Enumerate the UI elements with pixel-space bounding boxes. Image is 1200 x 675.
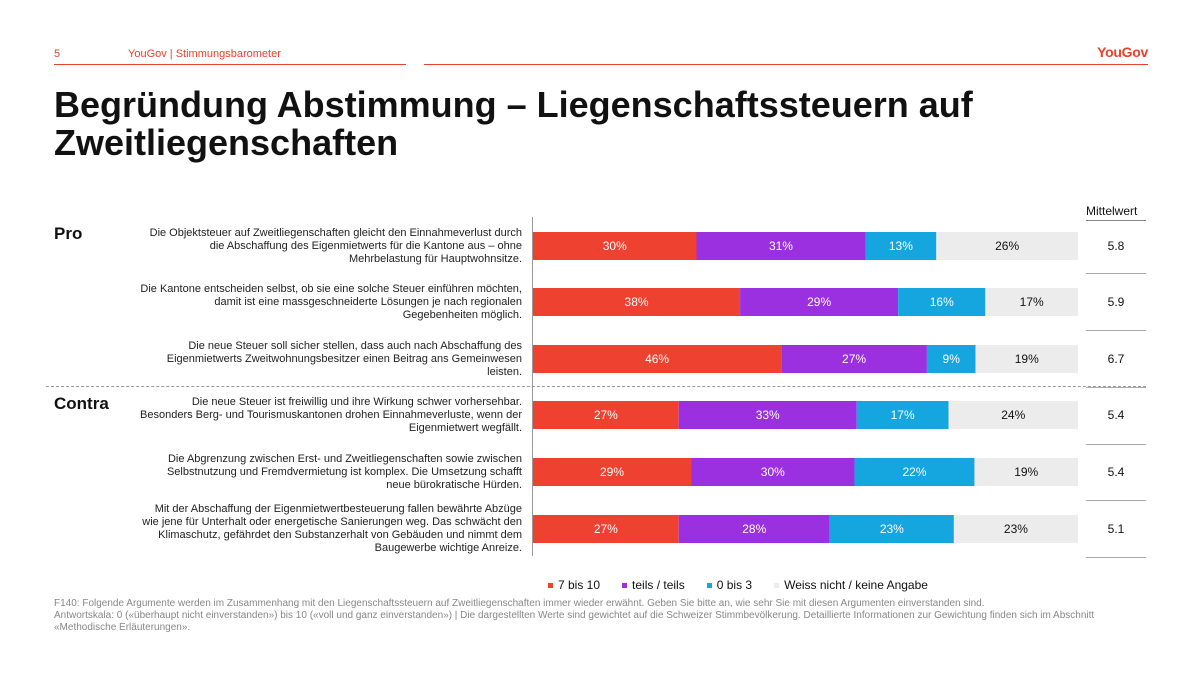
data-label-row1-teils: 31% — [769, 239, 793, 253]
data-label-row6-weiss: 23% — [1004, 522, 1028, 536]
mittelwert-rule-6 — [1086, 557, 1146, 558]
data-label-row4-weiss: 24% — [1001, 408, 1025, 422]
mittelwert-value-5: 5.4 — [1107, 465, 1125, 479]
data-label-row3-0_3: 9% — [943, 352, 961, 366]
bar-segment-row6-teils — [678, 515, 830, 543]
bar-segment-row3-teils — [781, 345, 927, 373]
mittelwert-rule-3 — [1086, 387, 1146, 388]
row-label-3: Die neue Steuer soll sicher stellen, das… — [166, 339, 522, 378]
legend-swatch-7-10 — [548, 582, 553, 588]
bar-segment-row1-7_10 — [533, 232, 697, 260]
bar-segment-row6-weiss — [953, 515, 1078, 543]
bar-segment-row5-weiss — [974, 458, 1078, 486]
header-rule-right — [424, 64, 1148, 65]
data-label-row2-0_3: 16% — [930, 295, 954, 309]
mittelwert-value-6: 5.1 — [1107, 522, 1125, 536]
data-label-row2-7_10: 38% — [625, 295, 649, 309]
bar-segment-row2-7_10 — [533, 288, 741, 316]
mittelwert-value-1: 5.8 — [1107, 239, 1125, 253]
data-label-row2-weiss: 17% — [1020, 295, 1044, 309]
data-label-row2-teils: 29% — [807, 295, 831, 309]
data-label-row6-7_10: 27% — [594, 522, 618, 536]
bar-segment-row5-teils — [691, 458, 855, 486]
legend-label-teils: teils / teils — [632, 578, 685, 592]
mittelwert-value-2: 5.9 — [1107, 295, 1125, 309]
bar-segment-row6-7_10 — [533, 515, 679, 543]
group-label-pro: Pro — [54, 224, 83, 243]
data-label-row6-teils: 28% — [742, 522, 766, 536]
footnote-question: F140: Folgende Argumente werden im Zusam… — [54, 598, 985, 609]
bar-segment-row4-0_3 — [856, 401, 949, 429]
header-rule-left — [54, 64, 406, 65]
data-label-row5-teils: 30% — [761, 465, 785, 479]
bar-segment-row2-0_3 — [898, 288, 986, 316]
bar-segment-row4-weiss — [948, 401, 1078, 429]
mittelwert-rule-5 — [1086, 500, 1146, 501]
mittelwert-rule-4 — [1086, 444, 1146, 445]
data-label-row5-7_10: 29% — [600, 465, 624, 479]
data-label-row5-0_3: 22% — [902, 465, 926, 479]
legend-swatch-weiss — [774, 582, 780, 588]
row-label-2: Die Kantone entscheiden selbst, ob sie e… — [140, 282, 522, 321]
bar-segment-row2-weiss — [985, 288, 1078, 316]
row-label-6: Mit der Abschaffung der Eigenmietwertbes… — [142, 503, 522, 554]
source-label: YouGov | Stimmungsbarometer — [128, 48, 281, 60]
bar-segment-row3-7_10 — [533, 345, 782, 373]
bar-segment-row1-teils — [696, 232, 866, 260]
legend-item-0-3: 0 bis 3 — [706, 578, 753, 592]
legend-swatch-0-3 — [706, 582, 712, 588]
mittelwert-rule-1 — [1086, 273, 1146, 274]
data-label-row3-weiss: 19% — [1015, 352, 1039, 366]
bar-segment-row1-weiss — [936, 232, 1078, 260]
footnote: F140: Folgende Argumente werden im Zusam… — [54, 598, 1154, 634]
footnote-scale: Antwortskala: 0 («überhaupt nicht einver… — [54, 610, 1095, 633]
mittelwert-value-3: 6.7 — [1107, 352, 1125, 366]
mittelwert-value-4: 5.4 — [1107, 408, 1125, 422]
data-label-row3-teils: 27% — [842, 352, 866, 366]
bar-segment-row3-0_3 — [926, 345, 976, 373]
legend-label-0-3: 0 bis 3 — [716, 578, 753, 592]
data-label-row1-7_10: 30% — [603, 239, 627, 253]
legend-swatch-teils — [622, 582, 628, 588]
row-label-5: Die Abgrenzung zwischen Erst- und Zweitl… — [166, 452, 522, 491]
chart-legend: 7 bis 10 teils / teils 0 bis 3 Weiss nic… — [548, 578, 950, 592]
legend-item-7-10: 7 bis 10 — [548, 578, 600, 592]
bar-segment-row3-weiss — [975, 345, 1078, 373]
group-label-contra: Contra — [54, 394, 109, 413]
bar-segment-row4-7_10 — [533, 401, 679, 429]
row-label-4: Die neue Steuer ist freiwillig und ihre … — [140, 395, 522, 434]
page-title: Begründung Abstimmung – Liegenschaftsste… — [54, 84, 973, 163]
data-label-row1-weiss: 26% — [995, 239, 1019, 253]
legend-item-weiss: Weiss nicht / keine Angabe — [774, 578, 928, 592]
data-label-row5-weiss: 19% — [1014, 465, 1038, 479]
mittelwert-header: Mittelwert — [1086, 204, 1138, 218]
data-label-row3-7_10: 46% — [645, 352, 669, 366]
page-number: 5 — [54, 48, 61, 60]
bar-segment-row6-0_3 — [829, 515, 954, 543]
data-label-row4-7_10: 27% — [594, 408, 618, 422]
data-label-row1-0_3: 13% — [889, 239, 913, 253]
bar-segment-row5-7_10 — [533, 458, 692, 486]
bar-segment-row1-0_3 — [865, 232, 937, 260]
mittelwert-header-rule — [1086, 220, 1146, 221]
row-label-1: Die Objektsteuer auf Zweitliegenschaften… — [149, 226, 522, 265]
data-label-row4-0_3: 17% — [891, 408, 915, 422]
legend-item-teils: teils / teils — [622, 578, 685, 592]
legend-label-weiss: Weiss nicht / keine Angabe — [784, 578, 928, 592]
pro-contra-divider — [46, 386, 1146, 387]
data-label-row4-teils: 33% — [756, 408, 780, 422]
bar-segment-row5-0_3 — [854, 458, 975, 486]
bar-segment-row2-teils — [740, 288, 899, 316]
mittelwert-rule-2 — [1086, 330, 1146, 331]
bar-segment-row4-teils — [678, 401, 857, 429]
legend-label-7-10: 7 bis 10 — [558, 578, 601, 592]
yougov-logo: YouGov — [1097, 44, 1148, 60]
data-label-row6-0_3: 23% — [880, 522, 904, 536]
